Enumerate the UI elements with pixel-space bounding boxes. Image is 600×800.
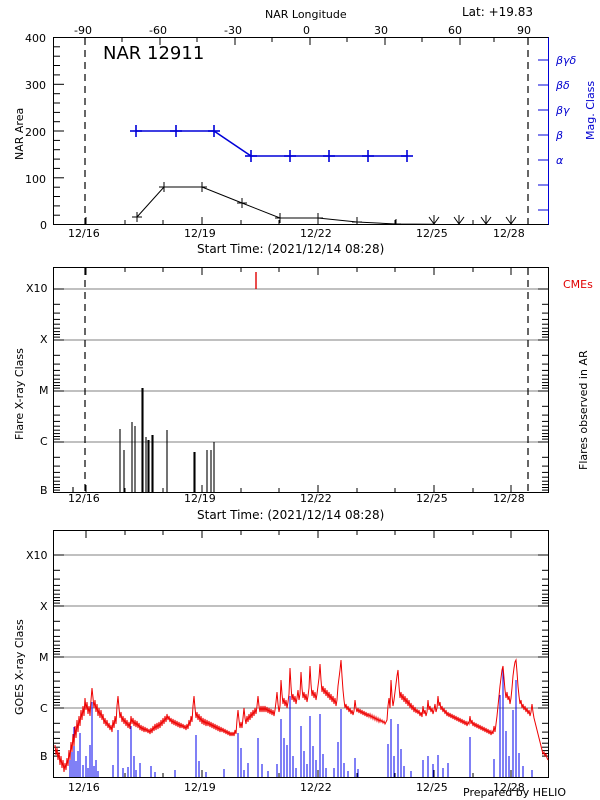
panel1-xtick-1: 12/19 [184, 227, 216, 240]
panel2-xtick-2: 12/22 [300, 492, 332, 505]
footer-credit: Prepared by HELIO [463, 786, 566, 799]
panel3-xtick-3: 12/25 [416, 781, 448, 794]
top-xtick-5: 60 [448, 24, 462, 37]
panel1-ytick-200: 200 [25, 126, 46, 139]
panel3-ytick-x10: X10 [26, 549, 48, 562]
panel1-ytick-300: 300 [25, 79, 46, 92]
panel2-gridlines [54, 288, 548, 443]
panel1-ytick-400: 400 [25, 32, 46, 45]
panel3-ytick-c: C [40, 702, 48, 715]
latitude-annotation: Lat: +19.83 [462, 5, 534, 19]
mag-class-series [130, 125, 413, 162]
flare-impulses [72, 388, 215, 492]
page-title: NAR 12911 [103, 43, 205, 64]
panel1-xtick-2: 12/22 [300, 227, 332, 240]
panel1-ytick-100: 100 [25, 173, 46, 186]
panel2-xtick-4: 12/28 [493, 492, 525, 505]
panel2-ytick-x: X [40, 333, 48, 346]
panel1-xtick-3: 12/25 [416, 227, 448, 240]
panel3-xtick-2: 12/22 [300, 781, 332, 794]
panel1-ytick-0: 0 [40, 219, 47, 232]
mag-class-tick-bd: βδ [556, 79, 570, 92]
upper-limit-arrows [428, 215, 517, 225]
top-xtick-6: 90 [517, 24, 531, 37]
goes-short-channel-series [69, 666, 533, 777]
panel2-xlabel: Start Time: (2021/12/14 08:28) [197, 508, 385, 522]
panel2-ytick-c: C [40, 435, 48, 448]
panel3-ytick-m: M [39, 651, 49, 664]
panel1-xlabel: Start Time: (2021/12/14 08:28) [197, 242, 385, 256]
top-xtick-2: -30 [224, 24, 242, 37]
panel3-xtick-0: 12/16 [68, 781, 100, 794]
panel3-ytick-b: B [40, 750, 48, 763]
nar-longitude-axis-title: NAR Longitude [265, 8, 347, 21]
panel2-xtick-0: 12/16 [68, 492, 100, 505]
mag-class-tick-bgd: βγδ [556, 54, 577, 67]
panel3-xtick-1: 12/19 [184, 781, 216, 794]
panel1-xtick-0: 12/16 [68, 227, 100, 240]
panel1-xtick-4: 12/28 [493, 227, 525, 240]
mag-class-tick-a: α [556, 154, 564, 167]
panel3-gridlines [54, 554, 548, 709]
panel3-canvas [53, 530, 549, 778]
panel2-xtick-1: 12/19 [184, 492, 216, 505]
top-xtick-0: -90 [74, 24, 92, 37]
top-xtick-3: 0 [303, 24, 310, 37]
panel1-canvas [53, 37, 549, 225]
nar-area-series [132, 182, 517, 225]
panel3-xtick-4: 12/28 [493, 781, 525, 794]
panel2-canvas [53, 267, 549, 493]
goes-long-channel-series [54, 658, 549, 773]
cme-legend-label: CMEs [563, 278, 593, 291]
panel3-ytick-x: X [40, 600, 48, 613]
top-xtick-4: 30 [374, 24, 388, 37]
panel2-ytick-x10: X10 [26, 282, 48, 295]
panel2-ytick-b: B [40, 484, 48, 497]
panel2-xtick-3: 12/25 [416, 492, 448, 505]
mag-class-tick-bg: βγ [556, 104, 570, 117]
panel2-ytick-m: M [39, 384, 49, 397]
top-xtick-1: -60 [149, 24, 167, 37]
mag-class-tick-b: β [556, 129, 564, 142]
